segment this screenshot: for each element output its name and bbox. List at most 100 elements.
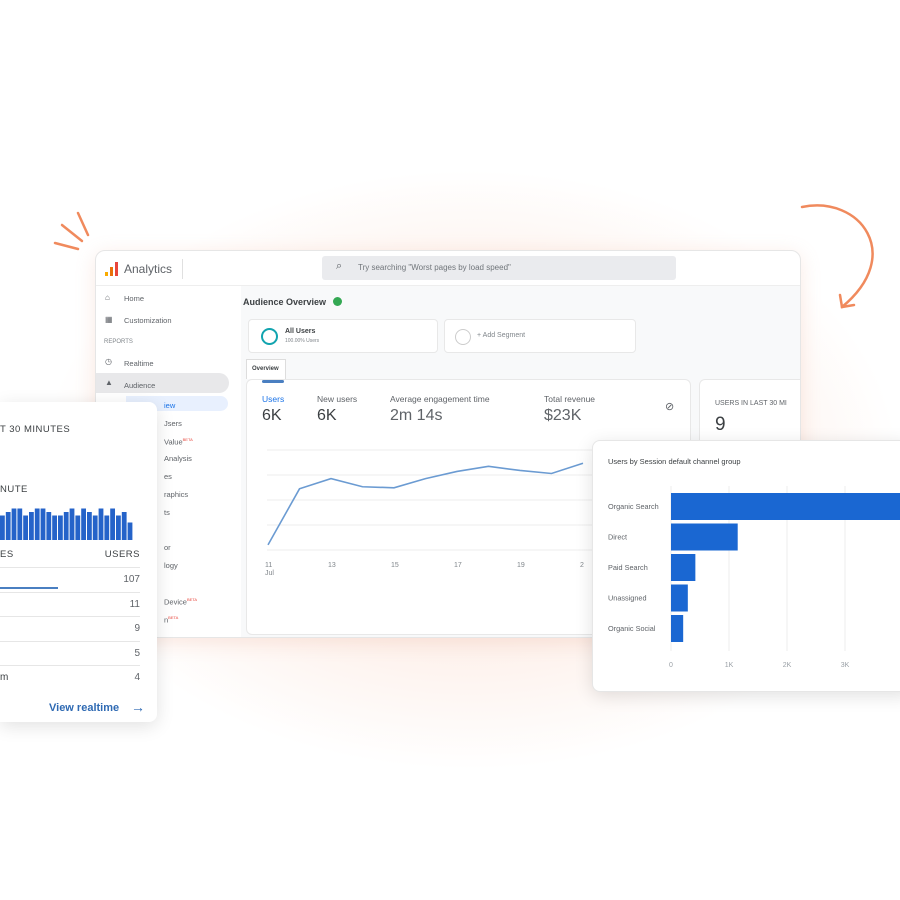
tab-overview[interactable]: Overview [246, 359, 286, 379]
x-tick-label: 3K [841, 662, 850, 669]
minute-bar [116, 515, 121, 540]
realtime-row[interactable]: 11 [129, 598, 140, 610]
sidebar-subitem[interactable]: ts [164, 507, 170, 517]
minute-bar [98, 508, 104, 540]
divider [0, 616, 140, 617]
beta-badge: BETA [186, 596, 198, 602]
clock-icon: ◷ [105, 357, 112, 366]
category-label: Organic Social [608, 624, 656, 633]
x-tick-label: 0 [669, 662, 673, 669]
bar-chart-title: Users by Session default channel group [608, 457, 741, 466]
minute-bar [92, 515, 98, 540]
beta-badge: BETA [168, 614, 179, 620]
minute-bar [17, 508, 23, 540]
metric-3[interactable]: Total revenue $23K [544, 394, 596, 424]
minute-bar [87, 512, 92, 540]
divider [0, 665, 140, 666]
minute-bar [52, 515, 57, 540]
sidebar-subitem[interactable]: iew [164, 401, 176, 410]
category-label: Direct [608, 533, 627, 542]
minute-bar [63, 512, 69, 540]
realtime-row[interactable]: 9 [134, 623, 140, 634]
realtime-users-value: 9 [715, 414, 726, 435]
sidebar-subitem[interactable]: Analysis [164, 454, 192, 464]
bar-direct [671, 523, 738, 551]
x-tick-label: 19 [517, 562, 525, 569]
x-tick-label: 17 [454, 562, 462, 569]
verified-shield-icon [333, 297, 342, 306]
category-label: Paid Search [608, 563, 648, 572]
sidebar-subitem[interactable]: logy [164, 561, 178, 571]
person-icon: ▲ [105, 378, 113, 387]
sidebar-item-realtime[interactable]: Realtime [124, 359, 154, 368]
sidebar-subitem[interactable]: raphics [164, 490, 189, 499]
sidebar-subitem[interactable]: Jsers [164, 418, 182, 428]
page-title: Audience Overview [243, 297, 327, 307]
divider [0, 567, 140, 568]
realtime-card: T 30 MINUTES NUTE ES USERS 107 11 9 5 m 4 Vie… [0, 402, 157, 722]
x-tick-label: 11 Jul [265, 562, 274, 577]
check-circle-icon[interactable]: ⊘ [665, 401, 675, 413]
sidebar-subitem[interactable]: es [164, 472, 172, 482]
minute-bar [69, 508, 75, 540]
x-tick-label: 13 [328, 562, 336, 569]
realtime-row[interactable]: 5 [134, 647, 140, 659]
metrics-card: Users 6K New users 6K Average engagement tim… [246, 379, 691, 635]
analytics-logo-icon [105, 262, 118, 276]
reports-heading: REPORTS [104, 339, 133, 345]
x-tick-label: 1K [725, 662, 734, 669]
segment-all-users[interactable]: All Users 100.00% Users [248, 319, 438, 353]
minute-bar [29, 512, 34, 540]
search-icon: ⌕ [336, 260, 343, 272]
sidebar-subitem[interactable]: ValueBETA [164, 436, 193, 447]
minute-bar [23, 515, 28, 540]
bar-paid-search [671, 554, 696, 581]
bar-organic-search [671, 493, 900, 520]
sidebar-item-audience[interactable]: Audience [124, 381, 156, 390]
sidebar-item-customization[interactable]: Customization [124, 316, 172, 325]
category-label: Organic Search [608, 502, 659, 511]
sidebar-subitem[interactable]: or [164, 543, 171, 553]
home-icon: ⌂ [105, 293, 110, 302]
arrow-right-icon[interactable]: → [131, 699, 145, 715]
minute-bar [121, 512, 127, 540]
sidebar-subitem[interactable]: DeviceBETA [164, 596, 198, 607]
curved-arrow-icon [800, 204, 874, 309]
search-input[interactable]: ⌕ Try searching "Worst pages by load spe… [322, 256, 676, 280]
divider [0, 640, 140, 642]
minute-bar [0, 515, 5, 540]
channel-group-card: Users by Session default channel group 0… [592, 440, 900, 692]
minute-bar [81, 508, 86, 540]
x-tick-label: 15 [391, 562, 399, 569]
divider [0, 591, 140, 593]
sidebar-subitem[interactable]: nBETA [164, 614, 179, 625]
sidebar-item-home[interactable]: Home [124, 294, 145, 303]
minute-bar [40, 508, 46, 540]
sparkle-lines-icon [53, 211, 90, 251]
grid-icon: ▦ [105, 315, 113, 324]
minute-bar [75, 515, 81, 540]
top-bar: Analytics ⌕ Try searching "Worst pages b… [96, 251, 800, 286]
app-name: Analytics [124, 262, 173, 276]
minute-bar [11, 508, 17, 540]
users-per-minute-bars [0, 508, 133, 540]
minute-bar [104, 515, 110, 540]
metric-1[interactable]: New users 6K [317, 394, 358, 424]
metric-2[interactable]: Average engagement time 2m 14s [390, 394, 490, 424]
view-realtime-link[interactable]: View realtime [49, 702, 120, 714]
minute-bar [5, 512, 11, 540]
minute-bar [34, 508, 40, 540]
metric-0[interactable]: Users 6K [262, 394, 285, 424]
search-placeholder: Try searching "Worst pages by load speed… [358, 263, 511, 272]
x-tick-label: 2K [783, 662, 792, 669]
category-label: Unassigned [608, 594, 647, 603]
users-line [267, 462, 584, 546]
minute-bar [46, 512, 52, 540]
add-segment-button[interactable]: + Add Segment [444, 319, 636, 353]
minute-bar [110, 508, 115, 540]
realtime-row[interactable]: 107 [0, 567, 140, 591]
bar-organic-social [671, 615, 684, 642]
x-tick-label: 2 [580, 562, 584, 569]
